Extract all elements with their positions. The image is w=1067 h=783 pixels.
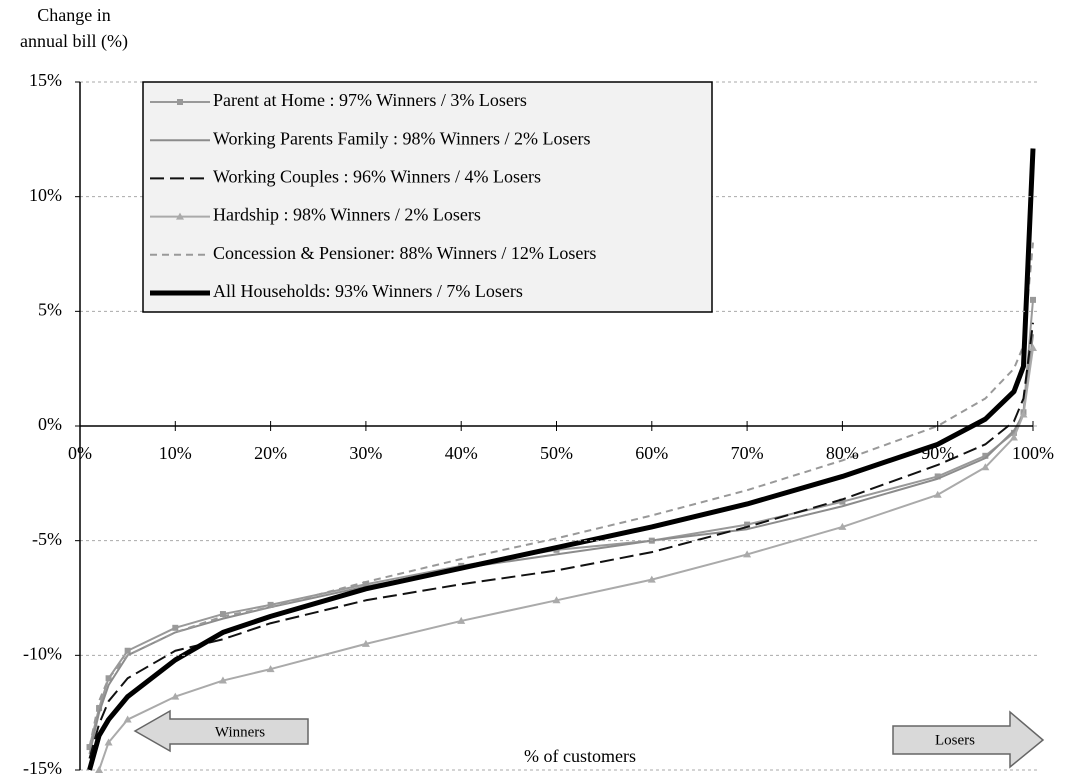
y-tick-label: -10% xyxy=(23,643,62,663)
y-tick-label: 15% xyxy=(29,70,62,90)
series-line xyxy=(88,242,1034,748)
marker xyxy=(933,490,942,498)
legend-box xyxy=(142,81,713,313)
x-tick-label: 0% xyxy=(68,443,92,463)
marker xyxy=(838,522,847,530)
y-tick-label: 10% xyxy=(29,185,62,205)
marker xyxy=(982,452,989,459)
marker xyxy=(1009,433,1018,441)
x-axis-label: % of customers xyxy=(524,746,636,766)
legend-marker xyxy=(177,99,183,105)
y-tick-label: 5% xyxy=(38,299,62,319)
x-tick-label: 90% xyxy=(921,443,954,463)
marker xyxy=(934,473,941,480)
series-line xyxy=(87,148,1036,771)
legend-label: All Households: 93% Winners / 7% Losers xyxy=(213,281,523,301)
marker xyxy=(105,675,112,682)
legend-label: Hardship : 98% Winners / 2% Losers xyxy=(213,205,481,225)
y-axis-label: annual bill (%) xyxy=(20,31,128,52)
x-tick-label: 10% xyxy=(159,443,192,463)
series-line xyxy=(88,334,1034,755)
legend-marker xyxy=(176,212,184,220)
plot-area xyxy=(86,148,1037,773)
marker xyxy=(552,596,561,604)
annotation: Losers xyxy=(935,732,975,748)
marker xyxy=(1029,344,1037,352)
marker xyxy=(361,639,370,647)
annotation: Winners xyxy=(215,724,265,740)
legend: Parent at Home : 97% Winners / 3% Losers… xyxy=(142,81,713,313)
marker xyxy=(743,550,752,558)
x-tick-label: 20% xyxy=(254,443,287,463)
arrow-shape xyxy=(133,709,309,753)
legend-label: Working Parents Family : 98% Winners / 2… xyxy=(213,128,590,148)
marker xyxy=(457,616,466,624)
marker xyxy=(744,521,751,528)
series-line xyxy=(98,347,1034,771)
arrow-shape xyxy=(892,710,1045,769)
x-tick-label: 70% xyxy=(731,443,764,463)
marker xyxy=(1010,429,1017,436)
x-tick-label: 100% xyxy=(1012,443,1054,463)
marker xyxy=(171,692,180,700)
marker xyxy=(96,705,103,712)
y-axis-label: Change in xyxy=(37,5,111,25)
marker xyxy=(124,647,131,654)
x-tick-label: 40% xyxy=(445,443,478,463)
marker xyxy=(172,624,179,631)
marker xyxy=(267,601,274,608)
marker xyxy=(218,676,227,684)
x-tick-label: 60% xyxy=(635,443,668,463)
marker xyxy=(266,665,275,673)
winners-arrow: Winners xyxy=(133,709,309,753)
marker xyxy=(104,738,113,746)
marker xyxy=(981,463,990,471)
legend-label: Parent at Home : 97% Winners / 3% Losers xyxy=(213,90,527,110)
legend-label: Concession & Pensioner: 88% Winners / 12… xyxy=(213,243,596,263)
marker xyxy=(362,581,369,588)
y-tick-label: -5% xyxy=(32,529,62,549)
marker xyxy=(839,498,846,505)
y-tick-label: -15% xyxy=(23,758,62,778)
legend-label: Working Couples : 96% Winners / 4% Loser… xyxy=(213,167,541,187)
marker xyxy=(1030,296,1036,303)
x-tick-label: 30% xyxy=(349,443,382,463)
marker xyxy=(647,575,656,583)
x-tick-label: 50% xyxy=(540,443,573,463)
y-tick-label: 0% xyxy=(38,414,62,434)
marker xyxy=(123,715,132,723)
marker xyxy=(1019,410,1028,418)
losers-arrow: Losers xyxy=(892,710,1045,769)
series-line xyxy=(88,322,1034,759)
marker xyxy=(219,611,226,618)
x-tick-label: 80% xyxy=(826,443,859,463)
series-line xyxy=(88,299,1034,748)
